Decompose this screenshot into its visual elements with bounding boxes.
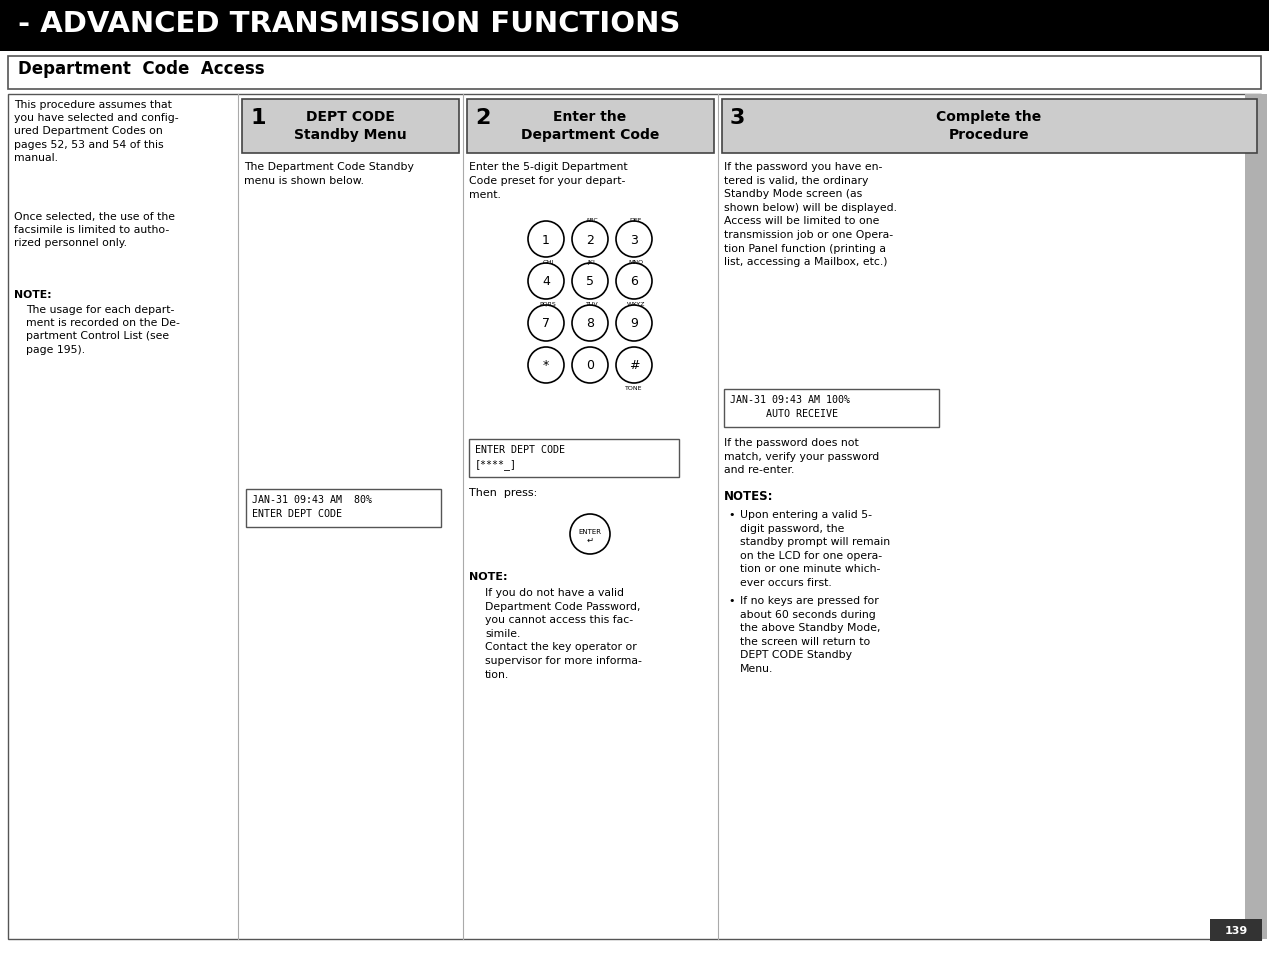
Text: NOTE:: NOTE: xyxy=(470,572,508,581)
Text: 8: 8 xyxy=(586,317,594,330)
Text: 139: 139 xyxy=(1225,925,1247,935)
Text: 3: 3 xyxy=(631,233,638,246)
Text: ENTER: ENTER xyxy=(579,529,602,535)
Circle shape xyxy=(615,348,652,384)
Text: Upon entering a valid 5-
digit password, the
standby prompt will remain
on the L: Upon entering a valid 5- digit password,… xyxy=(740,510,890,587)
Text: JAN-31 09:43 AM  80%
ENTER DEPT CODE: JAN-31 09:43 AM 80% ENTER DEPT CODE xyxy=(253,495,372,518)
Circle shape xyxy=(572,348,608,384)
Text: This procedure assumes that
you have selected and config-
ured Department Codes : This procedure assumes that you have sel… xyxy=(14,100,179,163)
Bar xyxy=(246,490,442,527)
Circle shape xyxy=(615,264,652,299)
Text: •: • xyxy=(728,510,735,519)
Bar xyxy=(1211,919,1261,941)
Text: If you do not have a valid
Department Code Password,
you cannot access this fac-: If you do not have a valid Department Co… xyxy=(485,587,642,679)
Bar xyxy=(722,100,1258,153)
Text: If the password does not
match, verify your password
and re-enter.: If the password does not match, verify y… xyxy=(725,437,879,475)
Text: 0: 0 xyxy=(586,359,594,372)
Text: *: * xyxy=(543,359,549,372)
Text: Enter the
Department Code: Enter the Department Code xyxy=(520,110,659,142)
Text: DEF: DEF xyxy=(629,218,642,223)
Bar xyxy=(725,390,939,428)
Text: TONE: TONE xyxy=(626,386,643,391)
Bar xyxy=(1245,95,1266,939)
Text: JKL: JKL xyxy=(588,260,596,265)
Text: 3: 3 xyxy=(730,108,745,128)
Text: 4: 4 xyxy=(542,275,549,288)
Text: MNO: MNO xyxy=(628,260,643,265)
Text: 6: 6 xyxy=(631,275,638,288)
Bar xyxy=(8,95,1261,939)
Text: 1: 1 xyxy=(542,233,549,246)
Text: WXYZ: WXYZ xyxy=(627,302,645,307)
Text: 9: 9 xyxy=(631,317,638,330)
Text: 7: 7 xyxy=(542,317,549,330)
Circle shape xyxy=(528,222,563,257)
Text: Department  Code  Access: Department Code Access xyxy=(18,60,265,78)
Circle shape xyxy=(572,306,608,341)
Text: #: # xyxy=(628,359,640,372)
Text: ENTER DEPT CODE
[****_]: ENTER DEPT CODE [****_] xyxy=(475,444,565,470)
Circle shape xyxy=(528,348,563,384)
Circle shape xyxy=(615,306,652,341)
Text: If the password you have en-
tered is valid, the ordinary
Standby Mode screen (a: If the password you have en- tered is va… xyxy=(725,162,897,267)
Text: 2: 2 xyxy=(586,233,594,246)
Text: TUV: TUV xyxy=(586,302,598,307)
Text: If no keys are pressed for
about 60 seconds during
the above Standby Mode,
the s: If no keys are pressed for about 60 seco… xyxy=(740,596,881,673)
Text: 1: 1 xyxy=(250,108,265,128)
Text: Then  press:: Then press: xyxy=(470,488,537,497)
Text: Enter the 5-digit Department
Code preset for your depart-
ment.: Enter the 5-digit Department Code preset… xyxy=(470,162,628,200)
Text: 2: 2 xyxy=(475,108,490,128)
Circle shape xyxy=(528,264,563,299)
Text: Once selected, the use of the
facsimile is limited to autho-
rized personnel onl: Once selected, the use of the facsimile … xyxy=(14,212,175,248)
Bar xyxy=(0,0,1269,52)
Text: PQRS: PQRS xyxy=(539,302,556,307)
Circle shape xyxy=(528,306,563,341)
Text: NOTE:: NOTE: xyxy=(14,290,52,299)
Text: NOTES:: NOTES: xyxy=(725,490,774,502)
Circle shape xyxy=(572,264,608,299)
Text: Complete the
Procedure: Complete the Procedure xyxy=(937,110,1042,142)
Circle shape xyxy=(570,515,610,555)
Bar xyxy=(467,100,714,153)
Text: ↵: ↵ xyxy=(586,535,594,544)
Circle shape xyxy=(572,222,608,257)
Circle shape xyxy=(615,222,652,257)
Text: •: • xyxy=(728,596,735,605)
Bar xyxy=(8,57,1261,90)
Bar xyxy=(242,100,459,153)
Text: 5: 5 xyxy=(586,275,594,288)
Bar xyxy=(470,439,679,477)
Text: The Department Code Standby
menu is shown below.: The Department Code Standby menu is show… xyxy=(244,162,414,186)
Text: DEPT CODE
Standby Menu: DEPT CODE Standby Menu xyxy=(293,110,406,142)
Text: - ADVANCED TRANSMISSION FUNCTIONS: - ADVANCED TRANSMISSION FUNCTIONS xyxy=(18,10,680,38)
Text: JAN-31 09:43 AM 100%
      AUTO RECEIVE: JAN-31 09:43 AM 100% AUTO RECEIVE xyxy=(730,395,850,418)
Text: ABC: ABC xyxy=(585,218,599,223)
Text: GHI: GHI xyxy=(542,260,553,265)
Text: The usage for each depart-
ment is recorded on the De-
partment Control List (se: The usage for each depart- ment is recor… xyxy=(25,305,180,355)
